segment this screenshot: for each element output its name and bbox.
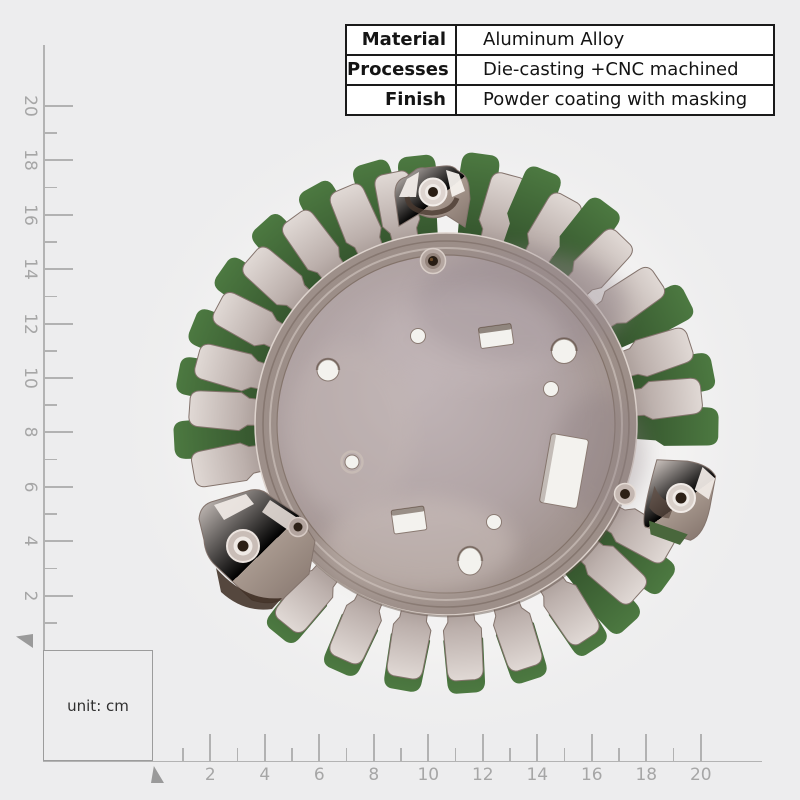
h-ruler-label: 18 — [635, 765, 658, 785]
v-ruler-major-tick — [44, 431, 73, 434]
h-ruler-major-tick — [427, 734, 430, 761]
v-ruler-major-tick — [44, 594, 73, 597]
h-ruler-minor-tick — [291, 748, 293, 761]
h-ruler-minor-tick — [672, 748, 675, 761]
h-ruler-label: 8 — [368, 765, 380, 785]
rim-screw-boss-top — [419, 247, 447, 275]
v-ruler-minor-tick — [44, 404, 57, 406]
v-ruler-major-tick — [44, 322, 73, 325]
v-ruler-major-tick — [44, 485, 73, 488]
spec-row-processes: Processes Die-casting +CNC machined — [347, 54, 773, 84]
dish-body — [254, 232, 645, 618]
h-ruler-major-tick — [590, 734, 593, 761]
h-ruler-minor-tick — [182, 748, 184, 761]
h-ruler-major-tick — [263, 734, 266, 761]
h-ruler-label: 12 — [471, 765, 494, 785]
v-ruler-label: 10 — [20, 367, 40, 389]
h-ruler-minor-tick — [454, 748, 457, 761]
v-ruler-major-tick — [44, 213, 73, 216]
vertical-ruler-line — [43, 45, 45, 651]
h-ruler-major-tick — [536, 734, 539, 761]
v-ruler-major-tick — [44, 105, 73, 107]
v-ruler-minor-tick — [44, 295, 57, 298]
h-ruler-minor-tick — [509, 748, 511, 761]
v-ruler-minor-tick — [44, 567, 57, 570]
h-ruler-label: 16 — [580, 765, 603, 785]
v-ruler-label: 8 — [20, 426, 40, 438]
h-ruler-minor-tick — [400, 748, 402, 761]
v-ruler-major-tick — [44, 268, 73, 271]
unit-legend-box: unit: cm — [43, 650, 153, 761]
h-ruler-label: 20 — [689, 765, 712, 785]
h-ruler-major-tick — [645, 734, 648, 761]
spec-row-finish: Finish Powder coating with masking — [347, 84, 773, 114]
v-ruler-minor-tick — [44, 132, 57, 134]
spec-value-finish: Powder coating with masking — [483, 89, 748, 110]
spec-table: Material Aluminum Alloy Processes Die-ca… — [345, 24, 775, 116]
h-ruler-minor-tick — [236, 748, 239, 761]
h-ruler-label: 14 — [526, 765, 549, 785]
v-ruler-label: 6 — [20, 481, 40, 493]
h-ruler-major-tick — [481, 734, 484, 761]
h-ruler-label: 6 — [313, 765, 325, 785]
v-ruler-label: 20 — [20, 95, 40, 117]
v-ruler-minor-tick — [44, 350, 57, 352]
h-ruler-major-tick — [318, 734, 321, 761]
v-ruler-label: 16 — [20, 203, 40, 226]
spec-row-material: Material Aluminum Alloy — [347, 26, 773, 54]
h-ruler-major-tick — [209, 734, 212, 761]
v-ruler-label: 12 — [20, 312, 40, 335]
v-ruler-label: 4 — [20, 535, 40, 547]
mounting-lug-bottom-left — [198, 489, 316, 610]
unit-label: unit: cm — [67, 696, 129, 715]
v-ruler-minor-tick — [44, 241, 57, 243]
h-ruler-minor-tick — [563, 748, 566, 761]
v-ruler-major-tick — [44, 377, 73, 379]
horizontal-ruler-line — [43, 760, 762, 762]
v-ruler-major-tick — [44, 540, 73, 543]
v-ruler-major-tick — [44, 159, 73, 162]
mounting-lug-top — [394, 165, 471, 228]
v-ruler-label: 18 — [20, 149, 40, 172]
h-ruler-label: 2 — [204, 765, 216, 785]
h-ruler-major-tick — [699, 734, 702, 761]
v-ruler-label: 14 — [20, 258, 40, 281]
v-ruler-minor-tick — [44, 458, 57, 461]
machined-holes — [315, 323, 589, 576]
mounting-lug-right — [613, 459, 717, 545]
h-ruler-minor-tick — [345, 748, 348, 761]
spec-value-material: Aluminum Alloy — [483, 29, 625, 50]
h-ruler-label: 10 — [417, 765, 440, 785]
v-ruler-minor-tick — [44, 513, 57, 515]
spec-label-finish: Finish — [347, 86, 457, 114]
v-ruler-minor-tick — [44, 186, 57, 189]
v-ruler-minor-tick — [44, 622, 57, 624]
h-ruler-major-tick — [372, 734, 375, 761]
h-ruler-minor-tick — [618, 748, 620, 761]
spec-label-processes: Processes — [347, 56, 457, 84]
spec-label-material: Material — [347, 26, 457, 54]
spec-value-processes: Die-casting +CNC machined — [483, 59, 739, 80]
v-ruler-label: 2 — [20, 590, 40, 602]
h-ruler-label: 4 — [259, 765, 271, 785]
